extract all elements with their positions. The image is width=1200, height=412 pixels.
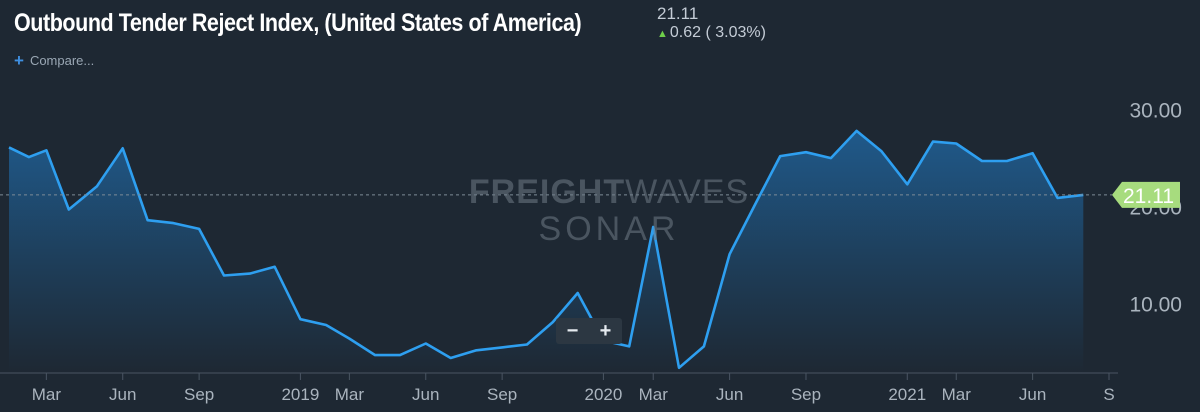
x-tick-label: Jun bbox=[412, 385, 439, 404]
current-value: 21.11 bbox=[657, 4, 699, 23]
x-tick-label: Sep bbox=[487, 385, 517, 404]
x-tick-label: Mar bbox=[639, 385, 669, 404]
y-tick-label: 30.00 bbox=[1129, 100, 1182, 123]
chart-header: Outbound Tender Reject Index, (United St… bbox=[14, 6, 674, 38]
x-tick-label: Jun bbox=[109, 385, 136, 404]
y-tick-label: 10.00 bbox=[1129, 294, 1182, 317]
change-text: 0.62 ( 3.03%) bbox=[669, 24, 766, 41]
series-line bbox=[8, 129, 1084, 370]
x-tick-label: Jun bbox=[716, 385, 743, 404]
compare-button[interactable]: + Compare... bbox=[14, 51, 95, 70]
x-tick-label: Mar bbox=[942, 385, 972, 404]
chart-title: Outbound Tender Reject Index, (United St… bbox=[14, 9, 582, 37]
x-tick-label: 2021 bbox=[888, 385, 926, 404]
x-tick-label: S bbox=[1103, 385, 1114, 404]
current-value-badge bbox=[1112, 181, 1180, 208]
zoom-controls: − + bbox=[556, 318, 622, 344]
x-tick-label: 2019 bbox=[281, 385, 319, 404]
zoom-out-button[interactable]: − bbox=[566, 320, 579, 342]
x-tick-label: Sep bbox=[791, 385, 821, 404]
current-value-badge-label: 21.11 bbox=[1123, 185, 1174, 208]
change-value: ▲ 0.62 ( 3.03%) bbox=[657, 23, 766, 44]
x-tick-label: Sep bbox=[184, 385, 214, 404]
up-arrow-icon: ▲ bbox=[657, 28, 668, 40]
zoom-in-button[interactable]: + bbox=[599, 320, 612, 342]
series-area bbox=[9, 130, 1084, 373]
current-value-block: 21.11 ▲ 0.62 ( 3.03%) bbox=[657, 4, 766, 44]
plus-icon: + bbox=[14, 51, 24, 70]
x-tick-label: Mar bbox=[335, 385, 365, 404]
x-tick-label: Mar bbox=[32, 385, 62, 404]
x-tick-label: 2020 bbox=[585, 385, 623, 404]
x-tick-label: Jun bbox=[1019, 385, 1046, 404]
compare-label: Compare... bbox=[29, 53, 95, 68]
